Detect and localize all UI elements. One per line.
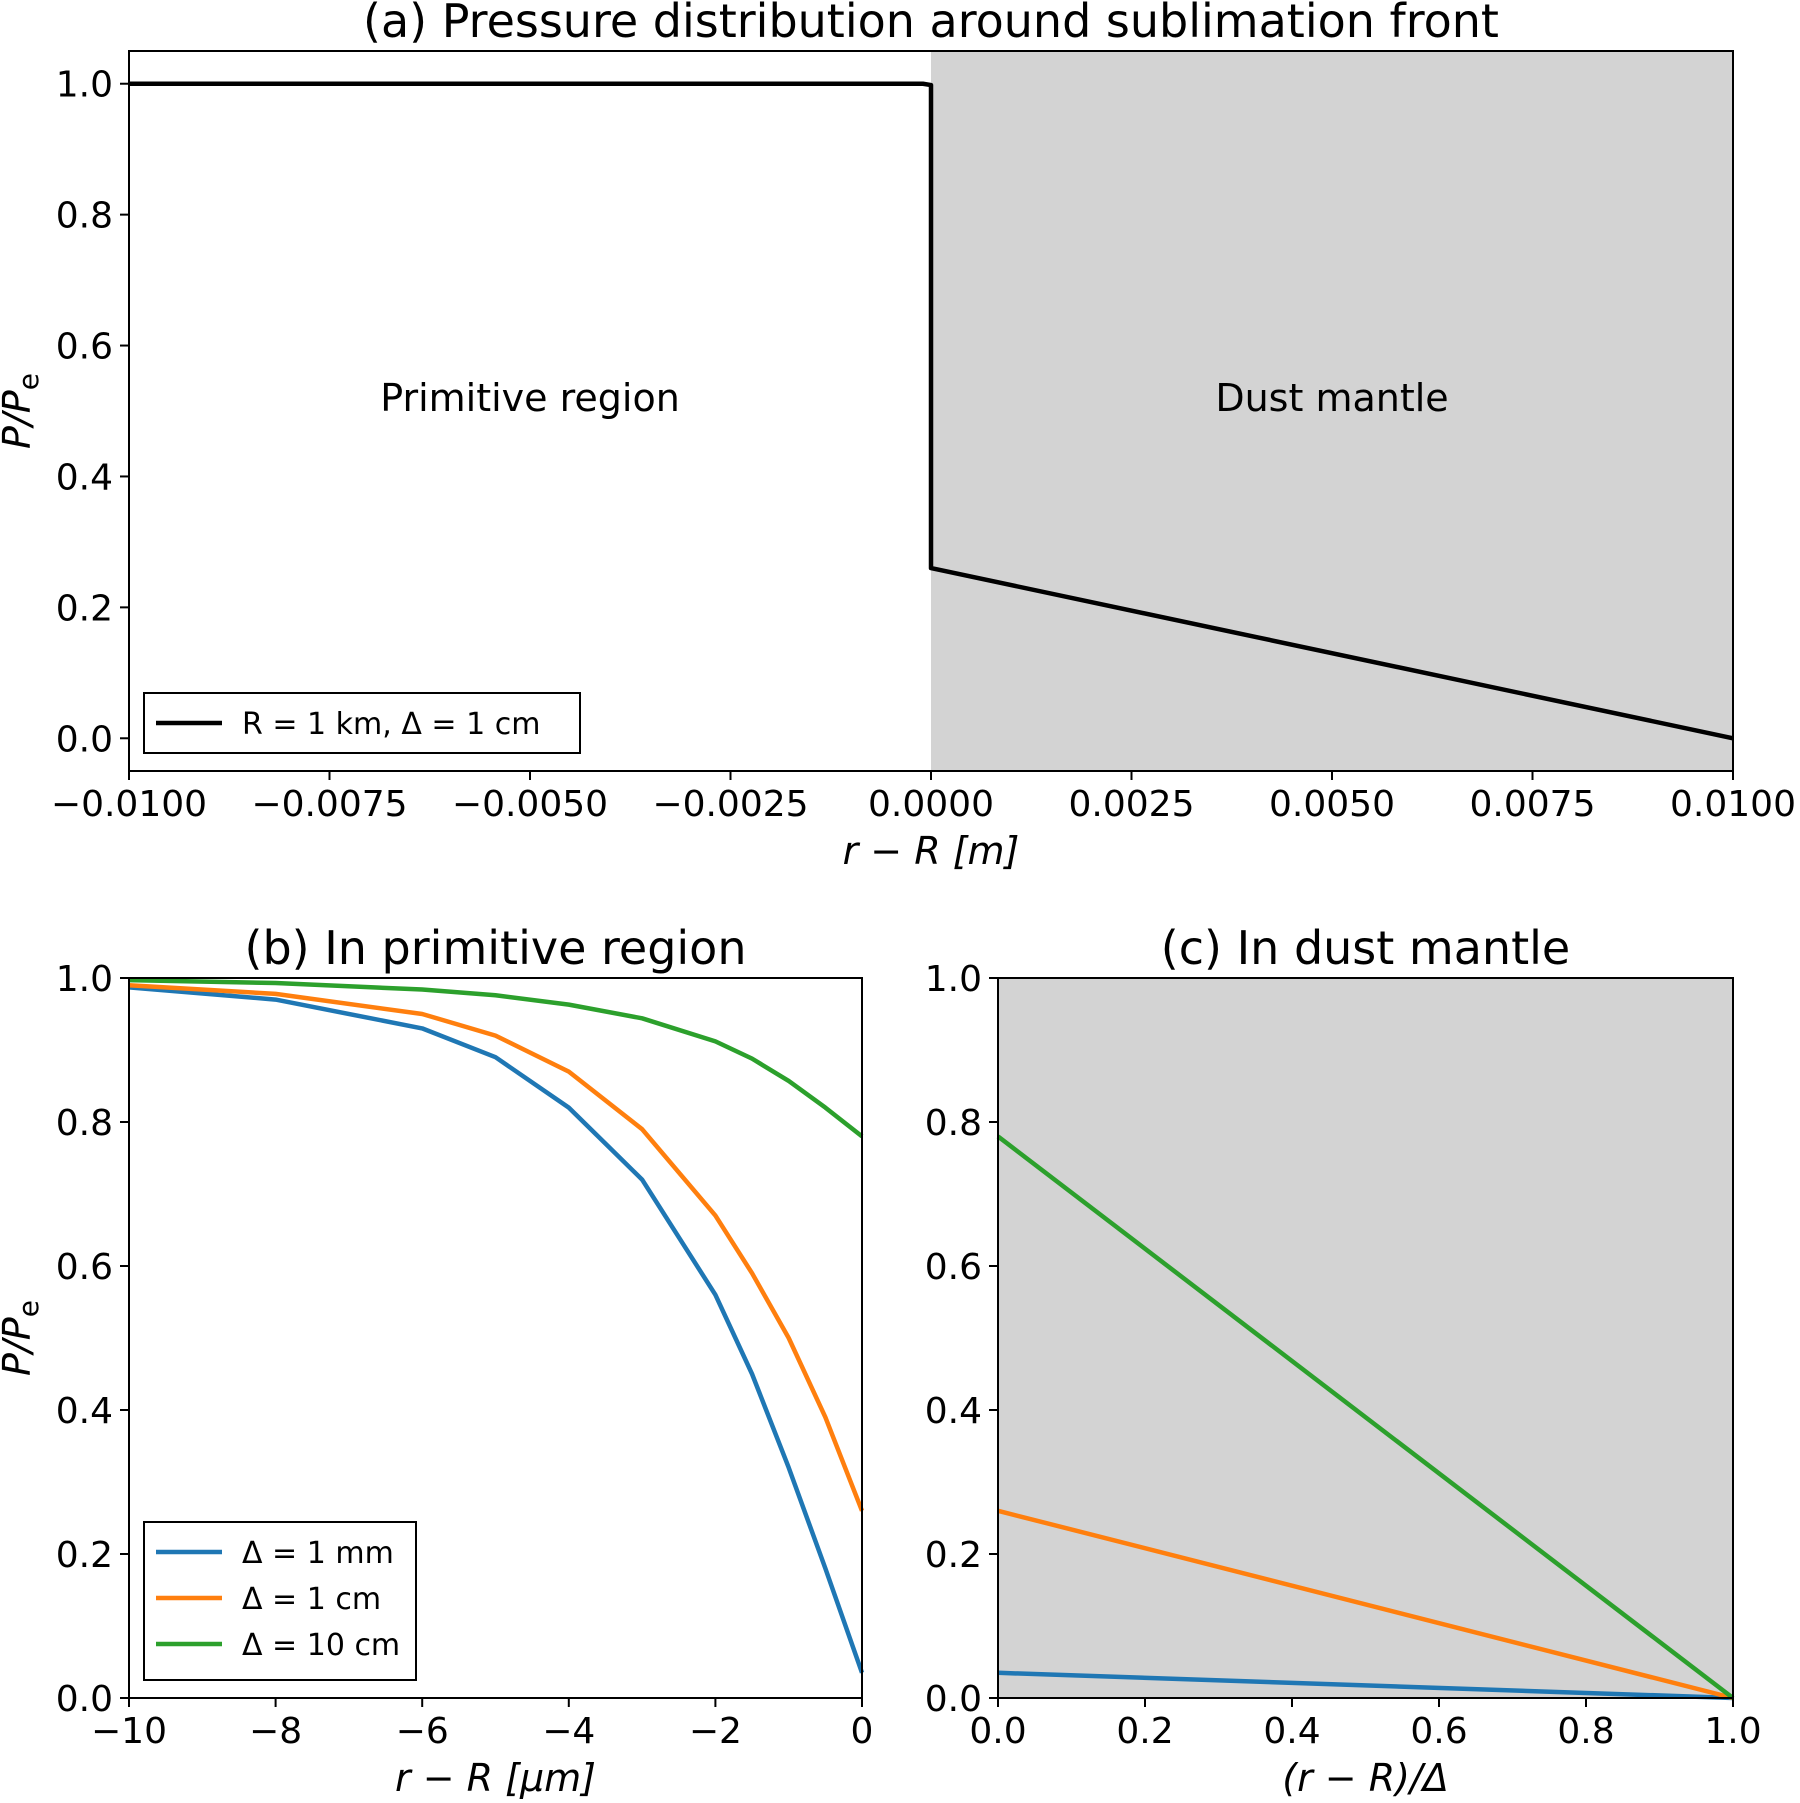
x-tick-label: 1.0: [1704, 1711, 1761, 1752]
y-tick-label: 0.8: [56, 196, 113, 237]
x-axis-label: r − R [m]: [843, 829, 1020, 873]
x-tick-label: 0.0075: [1470, 784, 1596, 825]
x-tick-label: −4: [542, 1711, 595, 1752]
x-tick-label: −0.0050: [452, 784, 608, 825]
x-tick-label: −10: [91, 1711, 167, 1752]
x-tick-label: −0.0100: [51, 784, 207, 825]
x-tick-label: 0.6: [1410, 1711, 1467, 1752]
legend-entry: R = 1 km, Δ = 1 cm: [242, 707, 540, 742]
y-tick-label: 0.4: [56, 1391, 113, 1432]
x-tick-label: −0.0025: [652, 784, 808, 825]
y-tick-label: 0.6: [56, 1247, 113, 1288]
series-line-1: [128, 982, 865, 1512]
x-tick-label: 0.0025: [1069, 784, 1195, 825]
y-tick-label: 0.0: [56, 1679, 113, 1720]
legend-entry: Δ = 1 cm: [242, 1582, 381, 1617]
y-tick-label: 0.2: [56, 1535, 113, 1576]
x-tick-label: 0.4: [1263, 1711, 1320, 1752]
legend-entry: Δ = 10 cm: [242, 1628, 400, 1663]
region-label-1: Dust mantle: [1215, 376, 1448, 420]
x-tick-label: 0.2: [1116, 1711, 1173, 1752]
series-line-0: [128, 985, 865, 1674]
x-tick-label: 0: [851, 1711, 874, 1752]
legend: R = 1 km, Δ = 1 cm: [143, 692, 581, 754]
y-tick-label: 0.6: [925, 1247, 982, 1288]
x-tick-label: −8: [249, 1711, 302, 1752]
x-tick-label: 0.0: [969, 1711, 1026, 1752]
x-tick-label: 0.0000: [868, 784, 994, 825]
y-tick-label: 0.2: [925, 1535, 982, 1576]
x-tick-label: 0.8: [1557, 1711, 1614, 1752]
y-tick-label: 1.0: [925, 959, 982, 1000]
y-tick-label: 0.2: [56, 588, 113, 629]
x-axis-label: (r − R)/Δ: [1282, 1756, 1448, 1800]
x-axis-label: r − R [μm]: [395, 1756, 596, 1800]
series-line-2: [128, 977, 864, 1139]
y-axis-label: P/Pe: [0, 373, 45, 449]
axes-frame: [997, 977, 1734, 1699]
legend: Δ = 1 mm Δ = 1 cm Δ = 10 cm: [143, 1521, 417, 1681]
legend-entry: Δ = 1 mm: [242, 1536, 394, 1571]
y-tick-label: 0.8: [56, 1103, 113, 1144]
y-tick-label: 0.6: [56, 327, 113, 368]
axes-background: [998, 978, 1733, 1698]
x-tick-label: 0.0050: [1269, 784, 1395, 825]
panel-b-primitive-region: −10 −8 −6 −4 −2 0 0.0 0.2 0.4 0.6 0.8 1.0 (b) In pri…: [0, 921, 873, 1800]
y-tick-label: 1.0: [56, 959, 113, 1000]
chart-title: (a) Pressure distribution around sublima…: [363, 0, 1499, 48]
panel-a-pressure-distribution: −0.0100 −0.0075 −0.0050 −0.0025 0.0000 0.0025…: [0, 0, 1796, 873]
legend-box: [143, 1521, 417, 1681]
y-tick-label: 1.0: [56, 65, 113, 106]
y-tick-label: 0.4: [925, 1391, 982, 1432]
y-axis-label: P/Pe: [0, 1300, 45, 1376]
y-axis-label-subscript: e: [12, 373, 45, 390]
chart-title: (b) In primitive region: [245, 921, 747, 975]
series-line-0: [997, 1670, 1734, 1701]
region-label-0: Primitive region: [380, 376, 680, 420]
series-line-2: [996, 1134, 1735, 1700]
y-tick-label: 0.8: [925, 1103, 982, 1144]
series-line-0: [129, 81, 1734, 741]
x-tick-label: −2: [689, 1711, 742, 1752]
y-tick-label: 0.0: [56, 719, 113, 760]
axes-frame: [128, 977, 863, 1699]
x-tick-label: 0.0100: [1670, 784, 1796, 825]
x-tick-label: −0.0075: [251, 784, 407, 825]
y-axis-label-subscript: e: [12, 1300, 45, 1317]
y-tick-label: 0.0: [925, 1679, 982, 1720]
chart-title: (c) In dust mantle: [1161, 921, 1570, 975]
panel-c-dust-mantle: 0.0 0.2 0.4 0.6 0.8 1.0 0.0 0.2 0.4 0.6 0.8 1.0 (c) …: [925, 921, 1762, 1800]
series-line-1: [997, 1508, 1734, 1701]
x-tick-label: −6: [396, 1711, 449, 1752]
y-tick-label: 0.4: [56, 457, 113, 498]
